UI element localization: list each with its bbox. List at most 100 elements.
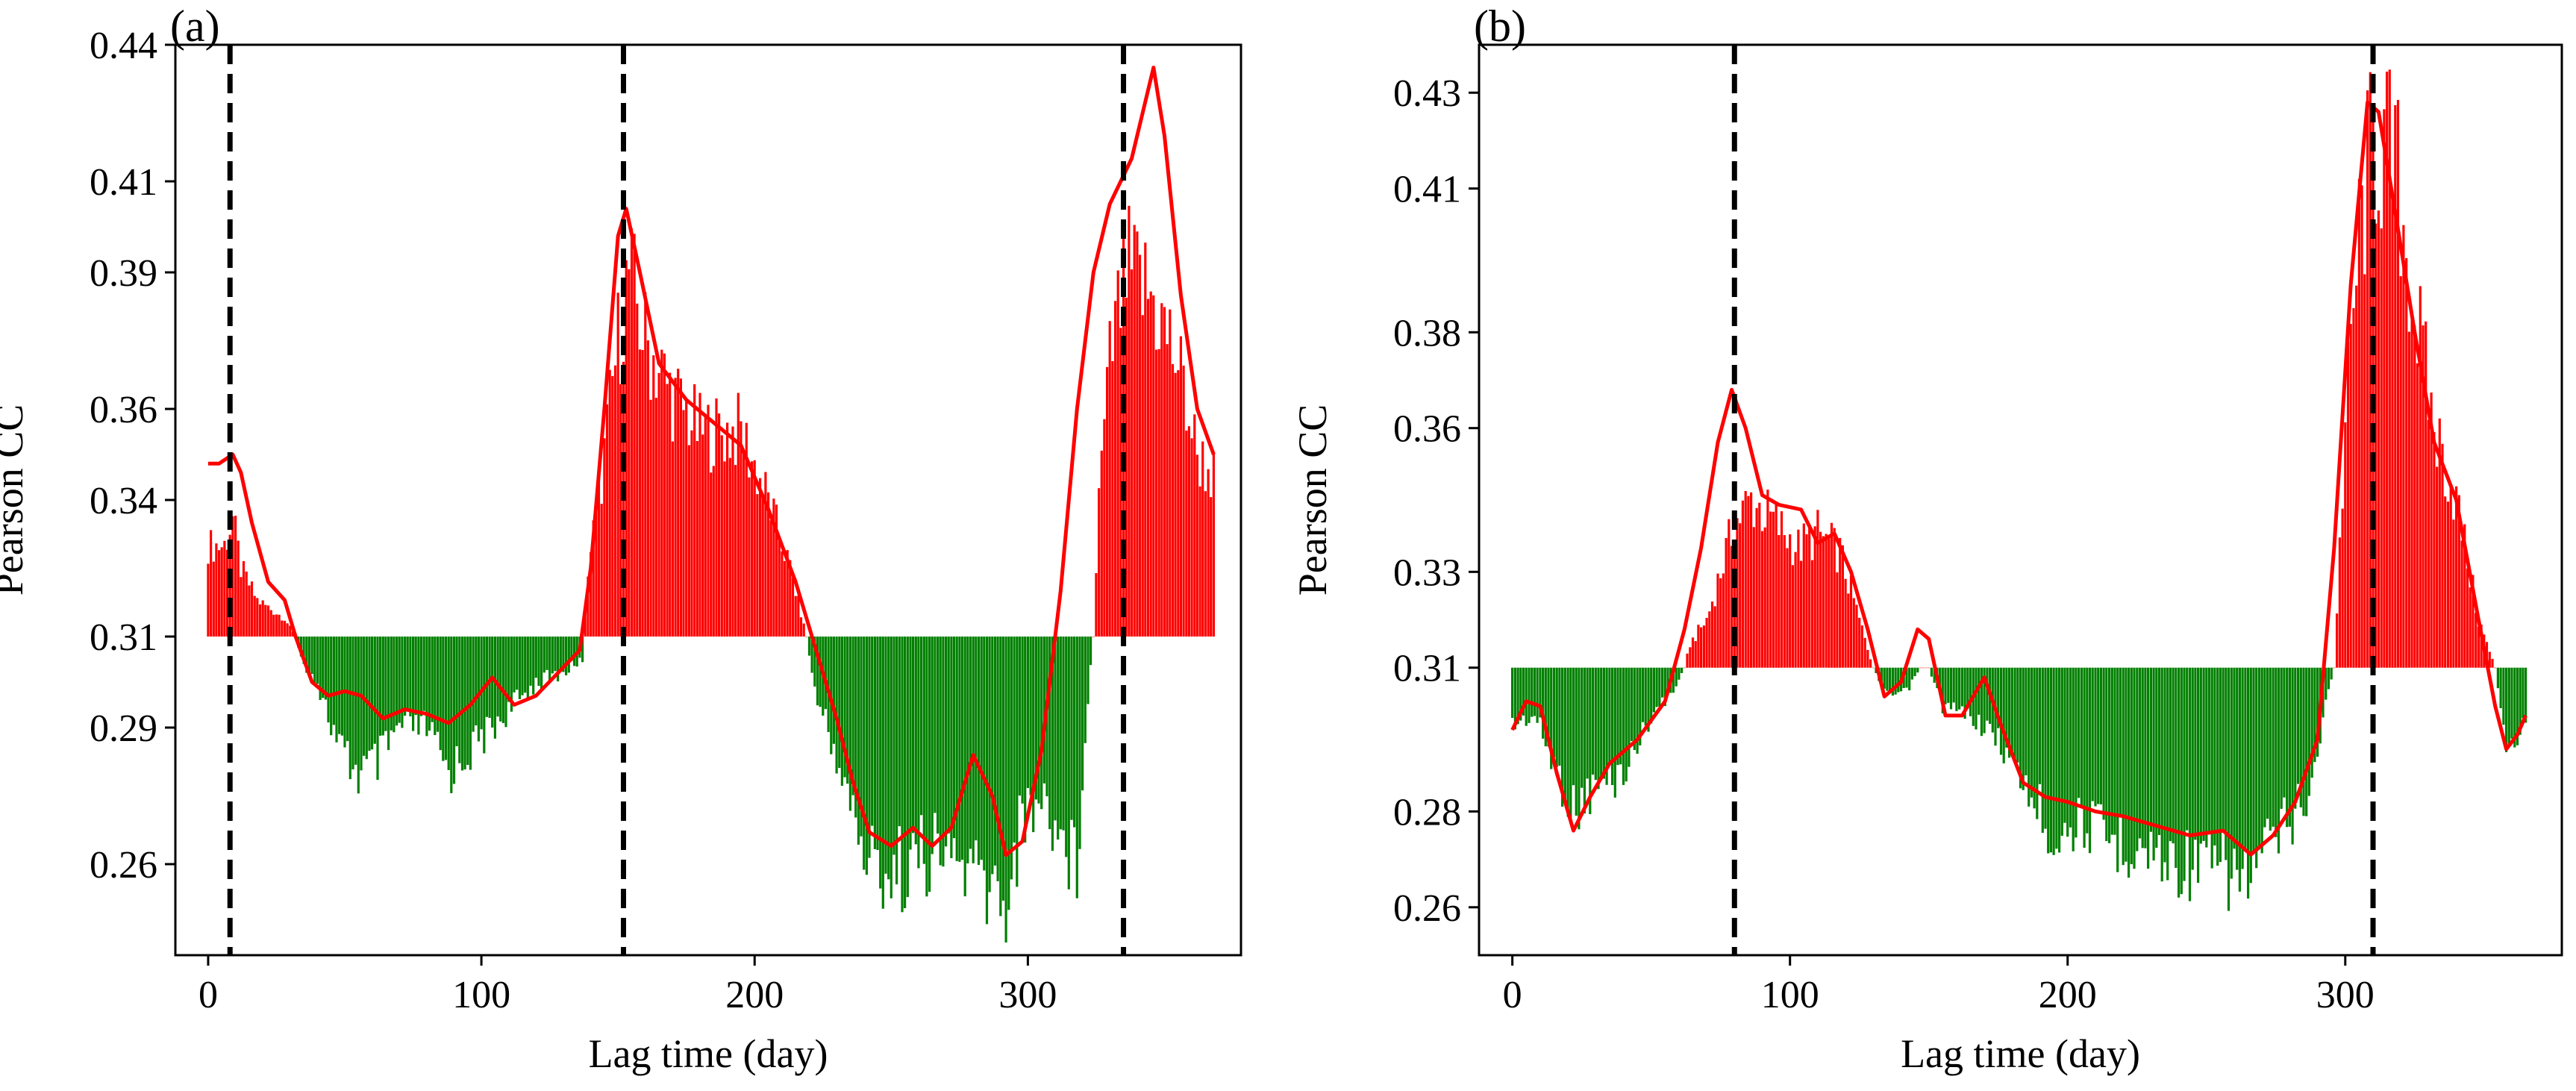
bar-negative	[338, 637, 341, 734]
bar-positive	[278, 614, 281, 637]
bar-negative	[2513, 667, 2516, 748]
bar-positive	[1833, 528, 1836, 668]
bar-positive	[1747, 496, 1750, 668]
bar-negative	[945, 637, 948, 847]
bar-negative	[2519, 667, 2522, 735]
bar-positive	[289, 625, 292, 637]
bar-negative	[406, 637, 409, 710]
bar-negative	[2072, 667, 2075, 851]
bar-negative	[2172, 667, 2175, 844]
bar-negative	[879, 637, 882, 889]
bar-negative	[2207, 667, 2211, 833]
bar-positive	[761, 494, 764, 637]
bar-positive	[1866, 650, 1869, 668]
bar-negative	[2313, 667, 2316, 763]
bar-negative	[2277, 667, 2280, 854]
bar-negative	[2525, 667, 2527, 723]
bar-negative	[928, 637, 931, 892]
bar-negative	[2305, 667, 2308, 816]
bar-positive	[718, 413, 721, 637]
bar-negative	[991, 637, 994, 875]
bar-positive	[592, 520, 595, 637]
bar-positive	[2430, 393, 2433, 668]
bar-positive	[603, 438, 606, 637]
bar-negative	[488, 637, 491, 718]
bar-negative	[1528, 667, 1531, 723]
bar-negative	[428, 637, 431, 731]
bar-negative	[950, 637, 953, 858]
bar-negative	[824, 637, 827, 710]
bar-negative	[851, 637, 854, 795]
bar-negative	[2002, 667, 2005, 763]
bar-positive	[769, 520, 772, 637]
bar-positive	[2399, 276, 2402, 668]
bar-negative	[2052, 667, 2055, 855]
bar-positive	[1136, 231, 1139, 637]
bar-positive	[1190, 438, 1193, 637]
bar-positive	[1100, 450, 1103, 637]
bar-positive	[799, 617, 803, 637]
bar-positive	[1198, 486, 1201, 637]
bar-positive	[595, 500, 598, 637]
bar-positive	[641, 350, 644, 637]
bar-negative	[2008, 667, 2011, 758]
bar-positive	[1786, 548, 1789, 668]
bar-negative	[371, 637, 374, 750]
bar-negative	[483, 637, 486, 754]
bar-negative	[1065, 637, 1068, 857]
bar-negative	[332, 637, 335, 725]
bar-positive	[2460, 540, 2463, 668]
bar-positive	[786, 550, 789, 637]
bar-negative	[307, 637, 310, 677]
bar-positive	[1713, 606, 1716, 668]
bar-positive	[220, 547, 223, 637]
bar-positive	[281, 620, 284, 637]
y-tick-label: 0.38	[1393, 312, 1461, 354]
bar-positive	[772, 498, 775, 637]
bar-positive	[1146, 298, 1150, 637]
bar-negative	[2125, 667, 2128, 862]
bar-negative	[324, 637, 327, 700]
bar-negative	[570, 637, 573, 662]
bar-negative	[925, 637, 928, 897]
bar-positive	[240, 577, 243, 637]
bar-positive	[218, 550, 221, 637]
bar-positive	[1847, 593, 1850, 668]
bar-negative	[565, 637, 568, 675]
bar-negative	[2105, 667, 2108, 842]
bar-positive	[1207, 469, 1210, 637]
bar-negative	[975, 637, 978, 841]
bar-negative	[2499, 667, 2502, 708]
bar-positive	[616, 293, 619, 637]
bar-negative	[1591, 667, 1595, 775]
bar-positive	[1702, 625, 1705, 668]
bar-negative	[1941, 667, 1944, 713]
bar-negative	[1078, 637, 1081, 849]
bar-negative	[884, 637, 887, 874]
bar-negative	[934, 637, 937, 813]
bar-positive	[250, 581, 254, 637]
bar-negative	[393, 637, 396, 733]
bar-negative	[2075, 667, 2078, 838]
bar-negative	[1622, 667, 1625, 785]
bar-positive	[1171, 363, 1175, 637]
bar-negative	[340, 637, 343, 736]
bar-positive	[2438, 418, 2441, 668]
bar-negative	[960, 637, 964, 860]
bar-negative	[843, 637, 846, 778]
plot-frame	[1478, 43, 2563, 957]
bar-positive	[1710, 601, 1714, 668]
bar-positive	[1794, 551, 1797, 668]
bar-positive	[1810, 560, 1814, 668]
bar-negative	[419, 637, 423, 716]
bar-positive	[1103, 419, 1106, 637]
bar-positive	[2388, 69, 2391, 668]
bar-negative	[557, 637, 560, 682]
bar-negative	[840, 637, 843, 786]
bar-negative	[873, 637, 876, 849]
bar-positive	[258, 604, 262, 637]
bar-negative	[1639, 667, 1642, 745]
bar-negative	[2238, 667, 2241, 892]
bar-negative	[2257, 667, 2261, 848]
bar-negative	[895, 637, 898, 885]
